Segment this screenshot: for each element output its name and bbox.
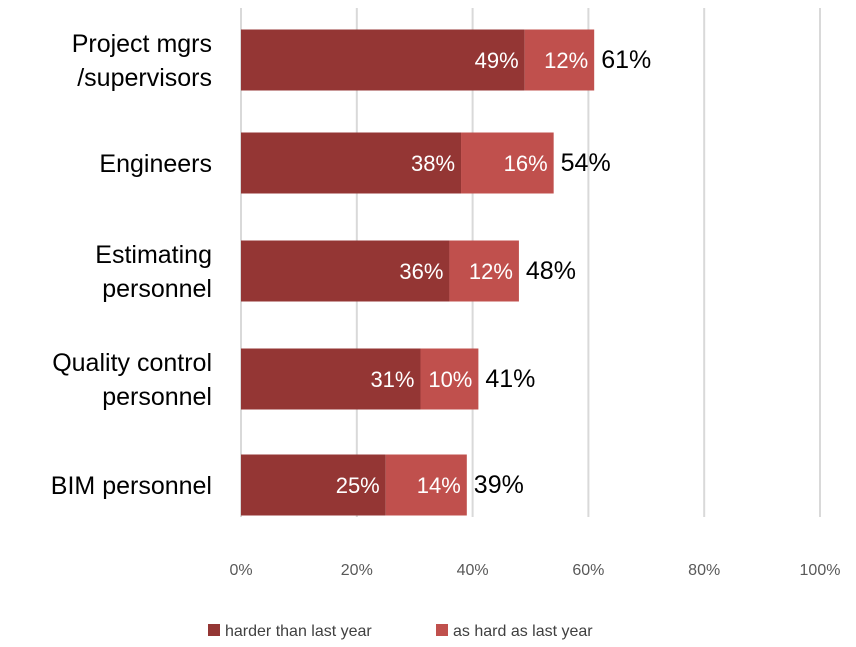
bar-segment-as-hard xyxy=(524,29,595,91)
category-label: Quality control xyxy=(52,349,212,377)
total-label: 54% xyxy=(561,149,611,177)
x-axis-tick-labels: 0% 20% 40% 60% 80% 100% xyxy=(229,562,840,579)
x-tick-label: 0% xyxy=(229,562,252,579)
data-label: 25% xyxy=(336,473,380,498)
bars: 49% 12% 61% 38% 16% 54% 36% 12% 48% 31% 10% 41% 25% 1… xyxy=(241,29,651,516)
category-label: Estimating xyxy=(95,241,212,269)
total-label: 61% xyxy=(601,46,651,74)
data-label: 36% xyxy=(399,259,443,284)
category-label: BIM personnel xyxy=(51,472,212,500)
category-label: Engineers xyxy=(99,150,212,178)
category-label: /supervisors xyxy=(77,64,212,92)
category-labels: Project mgrs/supervisors Engineers Estimat… xyxy=(51,30,212,500)
bar-segment-harder xyxy=(241,132,462,194)
data-label: 38% xyxy=(411,151,455,176)
total-label: 48% xyxy=(526,257,576,285)
x-tick-label: 100% xyxy=(800,562,841,579)
bar-segment-as-hard xyxy=(420,348,479,410)
x-tick-label: 20% xyxy=(341,562,373,579)
bar-segment-as-hard xyxy=(461,132,554,194)
bar-segment-harder xyxy=(241,240,450,302)
legend-swatch xyxy=(208,624,220,636)
bar-segment-harder xyxy=(241,29,525,91)
category-label: personnel xyxy=(102,275,212,303)
data-label: 12% xyxy=(469,259,513,284)
category-label: personnel xyxy=(102,383,212,411)
x-tick-label: 40% xyxy=(457,562,489,579)
category-label: Project mgrs xyxy=(72,30,212,58)
total-label: 39% xyxy=(474,471,524,499)
data-label: 14% xyxy=(417,473,461,498)
legend-label: as hard as last year xyxy=(453,623,593,640)
data-label: 31% xyxy=(370,367,414,392)
data-label: 12% xyxy=(544,48,588,73)
bar-segment-as-hard xyxy=(449,240,519,302)
x-tick-label: 80% xyxy=(688,562,720,579)
x-tick-label: 60% xyxy=(572,562,604,579)
bar-segment-as-hard xyxy=(385,454,467,516)
data-label: 16% xyxy=(504,151,548,176)
bar-segment-harder xyxy=(241,454,386,516)
legend-swatch xyxy=(436,624,448,636)
legend-label: harder than last year xyxy=(225,623,372,640)
data-label: 49% xyxy=(475,48,519,73)
data-label: 10% xyxy=(428,367,472,392)
legend: harder than last year as hard as last yea… xyxy=(208,623,593,640)
bar-segment-harder xyxy=(241,348,421,410)
total-label: 41% xyxy=(485,365,535,393)
